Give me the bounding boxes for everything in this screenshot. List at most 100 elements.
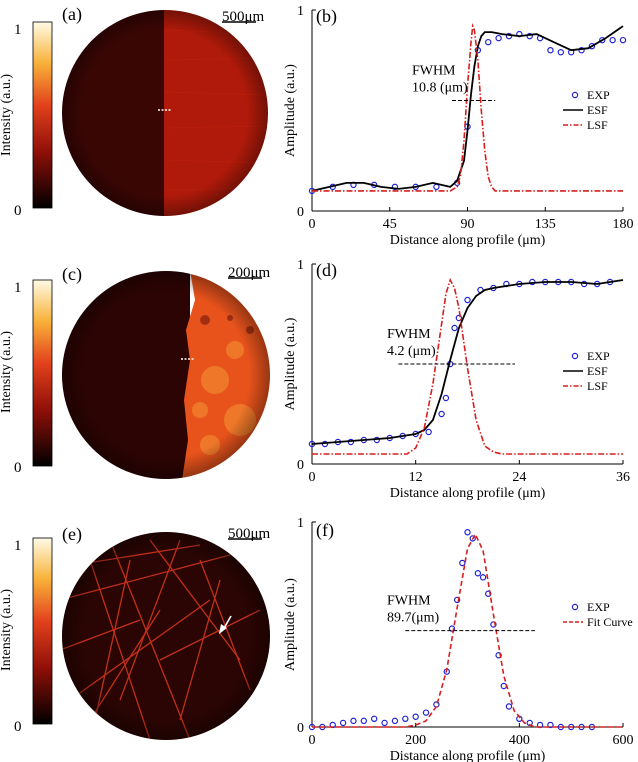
- chart-b-x-tick-label: 135: [535, 217, 556, 232]
- chart-b-panel-label: (b): [316, 6, 337, 27]
- panel-c-group: 1 0 Intensity (a.u.) (c) 200μm: [0, 264, 271, 479]
- chart-d-panel-label: (d): [316, 260, 337, 281]
- chart-f-ylabel: Amplitude (a.u.): [283, 578, 298, 671]
- image-e: [62, 532, 270, 740]
- chart-b-x-tick-label: 180: [613, 217, 634, 232]
- chart-f-series-exp-point: [448, 625, 456, 632]
- chart-b-series-exp-point: [609, 36, 616, 44]
- chart-f-series-exp-point: [350, 717, 357, 725]
- chart-b-legend-label: LSF: [587, 118, 608, 132]
- chart-f-series-exp-point: [464, 529, 471, 536]
- scale-bar-e-label: 500μm: [228, 526, 271, 542]
- chart-d-x-tick-label: 0: [309, 470, 316, 485]
- chart-f-series-exp-point: [459, 559, 466, 567]
- chart-d-legend-label: EXP: [587, 349, 610, 363]
- chart-d-series-exp-point: [442, 394, 450, 402]
- chart-b-series-exp-point: [526, 32, 533, 40]
- pointer-arrowhead-e: [219, 624, 227, 634]
- colorbar-c-label: Intensity (a.u.): [0, 331, 14, 413]
- chart-b-series-exp-point: [588, 42, 596, 50]
- chart-f-x-tick-label: 600: [613, 733, 634, 748]
- chart-d-series-exp-point: [464, 296, 471, 304]
- chart-d: 0 12 24 36 0 1 Distance along profile (μm) Ampl…: [283, 258, 630, 501]
- chart-f-series-exp-point: [391, 717, 399, 725]
- chart-f-series-exp-point: [547, 721, 554, 729]
- colorbar-c: [32, 279, 53, 467]
- chart-d-series-esf-line: [311, 279, 624, 445]
- chart-f-series-exp-point: [474, 570, 482, 577]
- chart-f-legend-label: Fit Curve: [587, 615, 633, 629]
- chart-b-y-tick-label: 1: [297, 4, 304, 19]
- colorbar-a-label: Intensity (a.u.): [0, 74, 14, 156]
- chart-b-xlabel: Distance along profile (μm): [390, 233, 546, 248]
- chart-f-series-exp-point: [371, 715, 378, 723]
- colorbar-a-min-label: 0: [14, 203, 22, 219]
- chart-d-legend-label: LSF: [587, 379, 608, 393]
- scale-bar-c-label: 200μm: [228, 265, 271, 281]
- chart-f: 0 200 400 600 0 1 Distance along profile (μm) A…: [283, 516, 634, 762]
- scale-bar-a-label: 500μm: [222, 9, 265, 25]
- chart-f-series-exp-point: [453, 596, 461, 604]
- chart-d-x-tick-label: 12: [409, 470, 423, 485]
- image-c: [62, 271, 270, 479]
- chart-f-series-exp-point: [339, 719, 347, 727]
- panel-label-c: (c): [62, 264, 82, 285]
- chart-f-legend-marker: [571, 603, 579, 611]
- chart-b-legend-label: EXP: [587, 88, 610, 102]
- chart-b-series-exp-point: [557, 49, 565, 56]
- colorbar-e-min-label: 0: [14, 719, 22, 735]
- chart-b-x-tick-label: 45: [383, 217, 397, 232]
- chart-f-series-exp-point: [505, 703, 513, 710]
- chart-f-fwhm-value: 89.7(μm): [387, 611, 440, 626]
- chart-b-fwhm-value: 10.8 (μm): [412, 80, 468, 95]
- chart-f-series-exp-point: [490, 621, 497, 628]
- chart-b-ylabel: Amplitude (a.u.): [283, 64, 298, 157]
- chart-f-legend-label: EXP: [587, 600, 610, 614]
- chart-f-series-exp-point: [469, 535, 476, 542]
- chart-f-series-exp-point: [479, 574, 487, 581]
- chart-b-series-lsf-line: [312, 22, 623, 192]
- chart-b-series-exp-point: [485, 38, 492, 46]
- chart-f-series-exp-point: [422, 709, 430, 716]
- chart-f-series-exp-point: [500, 682, 507, 690]
- image-a: [62, 10, 268, 216]
- chart-d-fwhm-label: FWHM: [387, 327, 431, 342]
- chart-d-series-exp-point: [455, 314, 463, 322]
- chart-d-x-tick-label: 36: [616, 470, 630, 485]
- chart-f-x-tick-label: 400: [509, 733, 530, 748]
- colorbar-c-min-label: 0: [14, 460, 22, 476]
- chart-d-legend-marker: [571, 352, 579, 360]
- chart-b-series-exp-point: [505, 32, 513, 40]
- chart-b-series-exp-point: [495, 34, 502, 42]
- colorbar-e: [32, 537, 53, 725]
- chart-b-x-tick-label: 90: [461, 217, 475, 232]
- colorbar-c-max-label: 1: [14, 280, 22, 296]
- chart-b-y-tick-label: 0: [297, 205, 304, 220]
- chart-d-series-exp-point: [425, 428, 432, 436]
- chart-f-series-exp-point: [360, 717, 368, 725]
- chart-f-x-tick-label: 200: [405, 733, 426, 748]
- chart-d-series-exp-point: [451, 324, 458, 332]
- colorbar-e-label: Intensity (a.u.): [0, 589, 14, 671]
- chart-d-series-exp-point: [438, 410, 445, 418]
- chart-d-x-tick-label: 24: [512, 470, 526, 485]
- chart-f-y-tick-label: 0: [297, 721, 304, 736]
- chart-f-series-exp-point: [402, 715, 409, 723]
- chart-f-fwhm-label: FWHM: [387, 594, 431, 609]
- chart-d-legend-label: ESF: [587, 364, 608, 378]
- colorbar-a-max-label: 1: [14, 22, 22, 38]
- chart-b-series-exp-point: [599, 36, 606, 44]
- chart-b: 0 45 90 135 180 0 1 Distance along profile (μm)…: [283, 4, 634, 248]
- chart-b-series-exp-point: [619, 36, 627, 44]
- chart-b-series-exp-point: [391, 183, 399, 191]
- panel-e-group: 1 0 Intensity (a.u.): [0, 524, 271, 740]
- chart-f-series-exp-point: [381, 719, 388, 727]
- chart-b-legend-marker: [571, 91, 579, 99]
- chart-d-y-tick-label: 1: [297, 258, 304, 273]
- chart-f-panel-label: (f): [316, 520, 334, 541]
- chart-f-xlabel: Distance along profile (μm): [390, 749, 546, 762]
- panel-label-e: (e): [62, 524, 82, 545]
- chart-d-xlabel: Distance along profile (μm): [390, 486, 546, 501]
- chart-f-series-exp-point: [495, 652, 502, 659]
